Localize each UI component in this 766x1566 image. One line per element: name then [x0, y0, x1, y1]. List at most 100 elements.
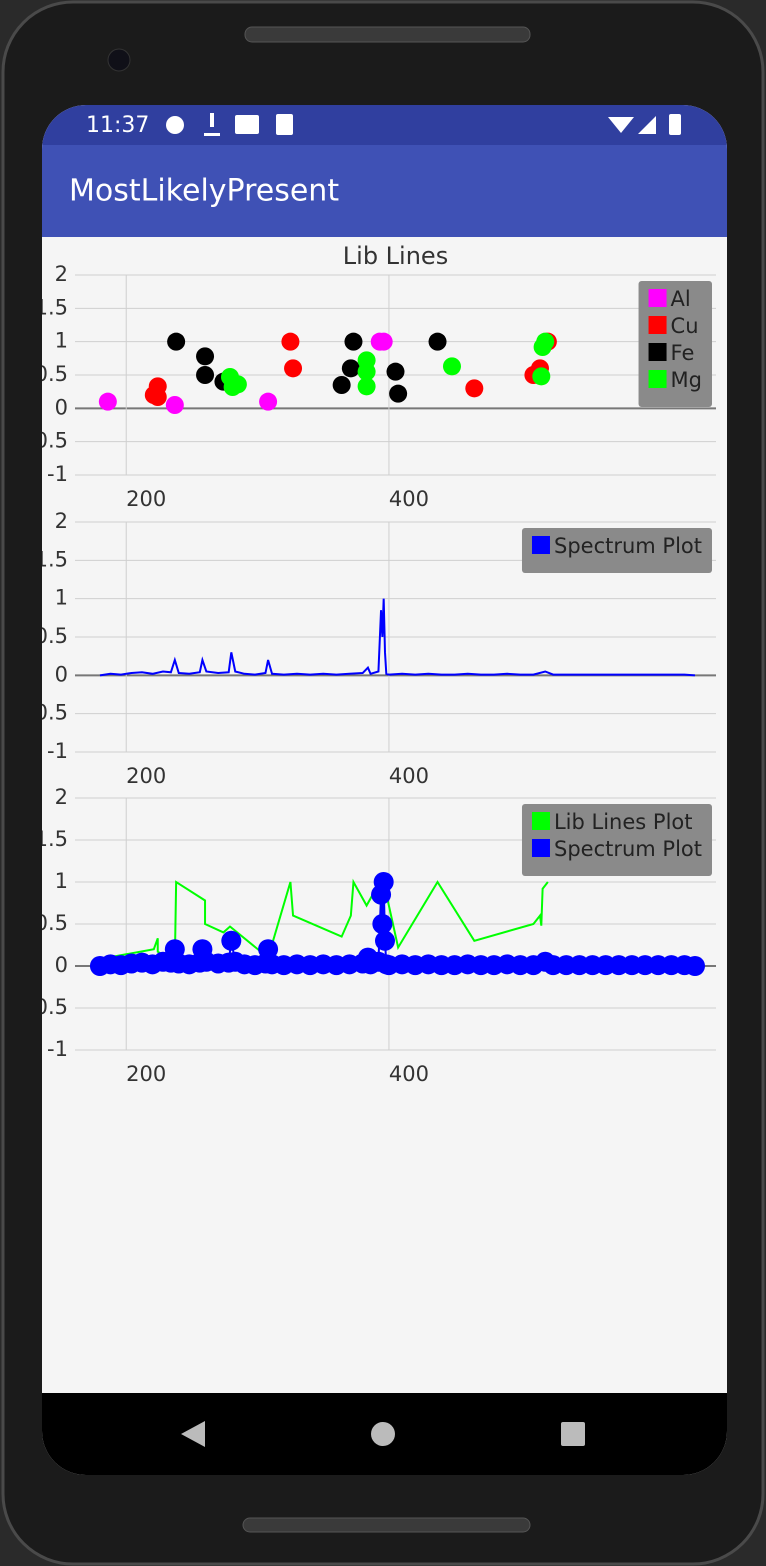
- legend-swatch: [648, 343, 667, 361]
- y-tick-label: 1: [55, 329, 68, 353]
- nav-recents[interactable]: [561, 1422, 585, 1446]
- chart: Lib Lines -1 -0.5 0 0.5 1 1.5 2 200 400 Al Cu Fe Mg: [27, 242, 716, 511]
- sd-icon: [276, 114, 293, 135]
- legend-label: Lib Lines Plot: [554, 810, 693, 834]
- y-tick-label: -1: [47, 739, 68, 763]
- point: [284, 359, 303, 378]
- point: [532, 367, 551, 386]
- x-tick-label: 200: [126, 487, 166, 511]
- point: [428, 332, 447, 351]
- legend-box: [521, 804, 712, 876]
- y-tick-label: 1: [55, 586, 68, 610]
- chart-title: Lib Lines: [343, 242, 448, 270]
- legend-swatch: [648, 370, 667, 388]
- legend-swatch: [531, 812, 550, 830]
- point: [357, 362, 376, 381]
- y-tick-label: 1.5: [35, 827, 68, 851]
- point: [465, 379, 484, 398]
- point: [196, 347, 215, 366]
- legend-swatch: [531, 839, 550, 857]
- y-tick-label: 0.5: [35, 362, 68, 386]
- point: [98, 392, 117, 411]
- marker: [258, 939, 279, 960]
- y-tick-label: 2: [55, 262, 68, 286]
- nav-back[interactable]: [181, 1421, 205, 1447]
- screen: 11:37 MostLikelyPresent Lib Lines -1 -0.5 0…: [27, 105, 727, 1475]
- camera: [107, 48, 131, 72]
- legend-label: Cu: [671, 314, 699, 338]
- point: [228, 375, 247, 394]
- legend-label: Spectrum Plot: [554, 837, 702, 861]
- y-tick-label: 0.5: [35, 624, 68, 648]
- point: [196, 366, 215, 384]
- legend-swatch: [531, 536, 550, 554]
- series-line: [99, 598, 696, 677]
- x-tick-label: 200: [126, 764, 166, 788]
- y-tick-label: -0.5: [27, 701, 68, 725]
- marker: [684, 956, 705, 976]
- y-tick-label: 0: [55, 953, 68, 977]
- point: [386, 362, 405, 381]
- app-bar: [42, 145, 727, 237]
- y-tick-label: 1.5: [35, 547, 68, 571]
- marker: [221, 930, 242, 951]
- speaker-bottom: [242, 1517, 531, 1533]
- point: [259, 392, 278, 411]
- point: [281, 332, 300, 351]
- point: [536, 332, 555, 351]
- x-tick-label: 200: [126, 1062, 166, 1086]
- screen-bg: [42, 105, 727, 1475]
- y-tick-label: -0.5: [27, 429, 68, 453]
- marker: [372, 914, 393, 934]
- status-icons: [166, 113, 681, 136]
- signal-icon: [638, 116, 656, 134]
- legend-box: [521, 528, 712, 573]
- point: [357, 377, 376, 396]
- legend-label: Spectrum Plot: [554, 534, 702, 558]
- y-tick-label: -1: [47, 462, 68, 486]
- legend: Lib Lines Plot Spectrum Plot: [521, 804, 712, 876]
- settings-icon: [166, 116, 184, 134]
- chart: -1 -0.5 0 0.5 1 1.5 2 200 400 Lib Lines Plot Spect…: [27, 785, 716, 1086]
- y-tick-label: 1: [55, 869, 68, 893]
- point: [148, 388, 167, 406]
- legend-label: Fe: [671, 341, 695, 365]
- y-tick-label: 0.5: [35, 911, 68, 935]
- charts: Lib Lines -1 -0.5 0 0.5 1 1.5 2 200 400 Al Cu Fe Mg -1…: [27, 242, 716, 1086]
- legend-swatch: [648, 289, 667, 307]
- status-time: 11:37: [86, 113, 149, 138]
- legend-label: Al: [671, 287, 691, 311]
- point: [389, 384, 408, 403]
- legend: Spectrum Plot: [521, 528, 712, 573]
- x-tick-label: 400: [389, 764, 429, 788]
- point: [332, 376, 351, 394]
- wifi-icon: [608, 117, 634, 133]
- y-tick-label: 2: [55, 785, 68, 809]
- marker: [374, 930, 395, 951]
- y-tick-label: -1: [47, 1037, 68, 1061]
- download-icon: [204, 133, 220, 136]
- point: [165, 396, 184, 414]
- download-icon: [210, 113, 214, 127]
- series-line: [107, 878, 549, 964]
- status-bar: [42, 105, 727, 145]
- marker: [373, 872, 394, 892]
- y-tick-label: 1.5: [35, 295, 68, 319]
- nav-home[interactable]: [371, 1422, 395, 1446]
- point: [374, 332, 393, 351]
- y-tick-label: 0: [55, 395, 68, 419]
- legend-label: Mg: [671, 368, 702, 392]
- point: [167, 332, 186, 351]
- x-tick-label: 400: [389, 487, 429, 511]
- x-tick-label: 400: [389, 1062, 429, 1086]
- point: [341, 359, 360, 378]
- speaker: [244, 26, 531, 43]
- y-tick-label: -0.5: [27, 995, 68, 1019]
- chart: -1 -0.5 0 0.5 1 1.5 2 200 400 Spectrum Plot: [27, 509, 716, 788]
- point: [442, 357, 461, 376]
- battery-icon: [669, 114, 681, 135]
- legend-swatch: [648, 316, 667, 334]
- legend: Al Cu Fe Mg: [638, 281, 712, 407]
